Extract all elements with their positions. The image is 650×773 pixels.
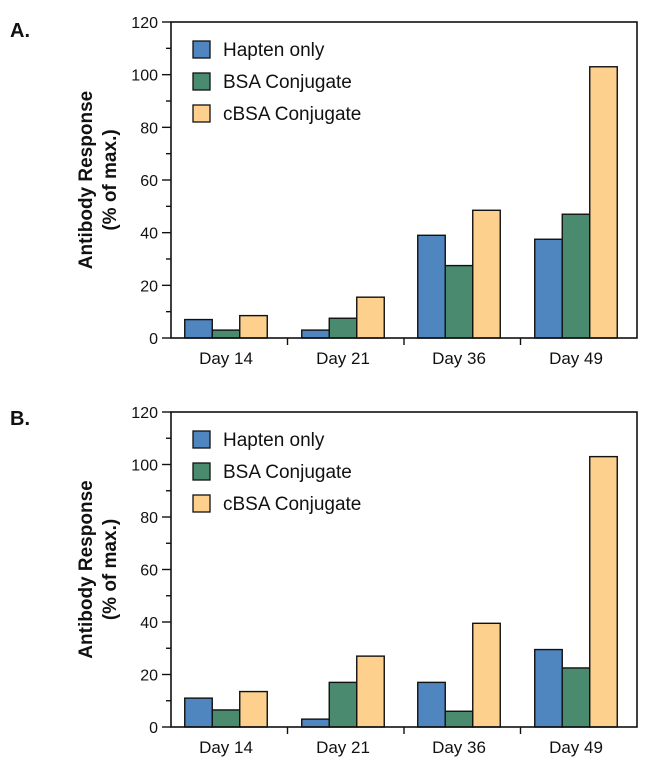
bar xyxy=(561,213,591,339)
legend-swatch xyxy=(192,430,211,449)
legend-label: Hapten only xyxy=(223,430,325,451)
y-tick-label: 20 xyxy=(140,668,158,685)
y-tick-label: 60 xyxy=(140,173,158,190)
bar xyxy=(239,314,268,339)
legend-label: BSA Conjugate xyxy=(223,462,352,483)
y-tick-label: 120 xyxy=(131,15,158,32)
chart-panel-b: B. Antibody Response (% of max.) 0 20 40 60 80 1… xyxy=(10,405,638,757)
y-axis-label-unit: (% of max.) xyxy=(100,129,121,230)
bar xyxy=(211,329,241,339)
y-tick-label: 40 xyxy=(140,615,158,632)
bar xyxy=(534,238,563,339)
y-tick-label: 80 xyxy=(140,510,158,527)
bar xyxy=(301,718,330,728)
bar xyxy=(589,66,618,339)
legend-label: cBSA Conjugate xyxy=(223,104,361,125)
legend-label: cBSA Conjugate xyxy=(223,494,361,515)
bar xyxy=(534,648,563,728)
legend-label: BSA Conjugate xyxy=(223,72,352,93)
x-tick-label: Day 49 xyxy=(549,349,603,368)
y-axis-label: Antibody Response xyxy=(76,480,97,658)
bar xyxy=(328,317,358,339)
bar xyxy=(356,296,385,339)
panel-label: B. xyxy=(10,408,30,430)
bar xyxy=(211,709,241,728)
bar xyxy=(472,209,501,339)
y-tick-label: 40 xyxy=(140,226,158,243)
bar xyxy=(301,329,330,339)
bar xyxy=(239,690,268,728)
x-tick-label: Day 21 xyxy=(316,738,370,757)
y-tick-label: 0 xyxy=(149,331,158,348)
x-tick-label: Day 36 xyxy=(432,738,486,757)
y-tick-label: 20 xyxy=(140,278,158,295)
y-tick-label: 0 xyxy=(149,720,158,737)
x-tick-label: Day 14 xyxy=(199,349,253,368)
legend-swatch xyxy=(192,494,211,513)
legend-swatch xyxy=(192,104,211,123)
y-axis-label: Antibody Response xyxy=(76,91,97,269)
bar xyxy=(356,655,385,728)
y-tick-label: 60 xyxy=(140,563,158,580)
legend-swatch xyxy=(192,72,211,91)
bar xyxy=(328,681,358,728)
panel-label: A. xyxy=(10,20,30,42)
y-axis-label-unit: (% of max.) xyxy=(100,519,121,620)
bar xyxy=(417,681,446,728)
bar xyxy=(444,710,474,728)
x-tick-label: Day 49 xyxy=(549,738,603,757)
bar xyxy=(184,697,213,728)
chart-panel-a: A. Antibody Response (% of max.) 0 20 40 60 80 1… xyxy=(10,15,638,368)
y-tick-label: 80 xyxy=(140,120,158,137)
legend-swatch xyxy=(192,462,211,481)
bar xyxy=(184,318,213,339)
bar xyxy=(444,264,474,339)
y-tick-label: 120 xyxy=(131,405,158,422)
x-tick-label: Day 21 xyxy=(316,349,370,368)
x-tick-label: Day 14 xyxy=(199,738,253,757)
legend-swatch xyxy=(192,40,211,59)
legend-label: Hapten only xyxy=(223,40,325,61)
x-tick-label: Day 36 xyxy=(432,349,486,368)
bar xyxy=(561,667,591,728)
y-tick-label: 100 xyxy=(131,458,158,475)
bar xyxy=(417,234,446,339)
bar xyxy=(472,622,501,728)
bar xyxy=(589,455,618,728)
y-tick-label: 100 xyxy=(131,68,158,85)
